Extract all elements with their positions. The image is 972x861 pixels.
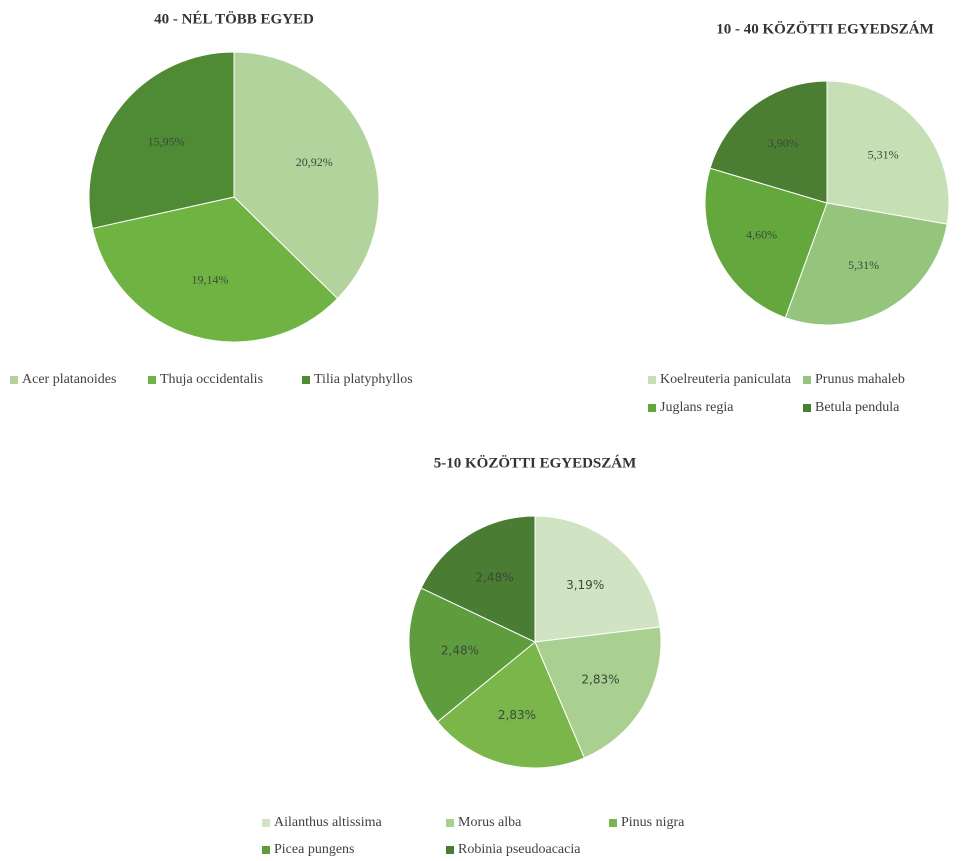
pie-slice [88,51,235,230]
legend-label: Koelreuteria paniculata [660,372,792,387]
pie-slice [233,51,380,300]
data-label: 2,83% [498,708,536,722]
pie-slice [534,515,661,643]
legend-swatch [803,376,811,384]
pie-slice [408,587,536,723]
legend-label: Tilia platyphyllos [314,372,413,387]
legend-label: Thuja occidentalis [160,372,263,387]
legend-swatch [803,404,811,412]
data-label: 15,95% [148,134,185,148]
legend-label: Pinus nigra [621,815,685,830]
data-label: 5,31% [848,258,879,272]
data-label: 2,48% [476,571,514,585]
legend-label: Acer platanoides [22,372,116,387]
legend-label: Prunus mahaleb [815,372,905,387]
chart-title: 10 - 40 KÖZÖTTI EGYEDSZÁM [716,20,934,37]
legend-swatch [262,846,270,854]
pie-slice [784,202,948,326]
legend-swatch [648,404,656,412]
data-label: 2,48% [441,644,479,658]
data-label: 4,60% [746,228,777,242]
data-label: 2,83% [581,672,619,686]
data-label: 19,14% [192,272,229,286]
chart-title: 5-10 KÖZÖTTI EGYEDSZÁM [434,454,637,471]
legend-swatch [446,846,454,854]
legend-swatch [10,376,18,384]
data-label: 5,31% [868,148,899,162]
legend-label: Picea pungens [274,842,354,857]
pie-slice [420,515,536,643]
legend-swatch [446,819,454,827]
pie-slice [91,196,339,343]
legend-swatch [302,376,310,384]
legend-label: Betula pendula [815,400,900,415]
pie-slice [436,641,586,769]
legend-label: Ailanthus altissima [274,815,383,830]
legend-label: Robinia pseudoacacia [458,842,581,857]
legend-label: Morus alba [458,815,522,830]
pie-slice [704,167,828,319]
pie-slice [534,626,662,759]
legend-swatch [648,376,656,384]
pie-slice [826,80,950,225]
legend-swatch [148,376,156,384]
data-label: 3,90% [768,136,799,150]
legend-label: Juglans regia [660,400,734,415]
chart-title: 40 - NÉL TÖBB EGYED [154,10,314,27]
legend-swatch [262,819,270,827]
pie-slice [709,80,828,204]
legend-swatch [609,819,617,827]
data-label: 20,92% [296,155,333,169]
data-label: 3,19% [566,578,604,592]
